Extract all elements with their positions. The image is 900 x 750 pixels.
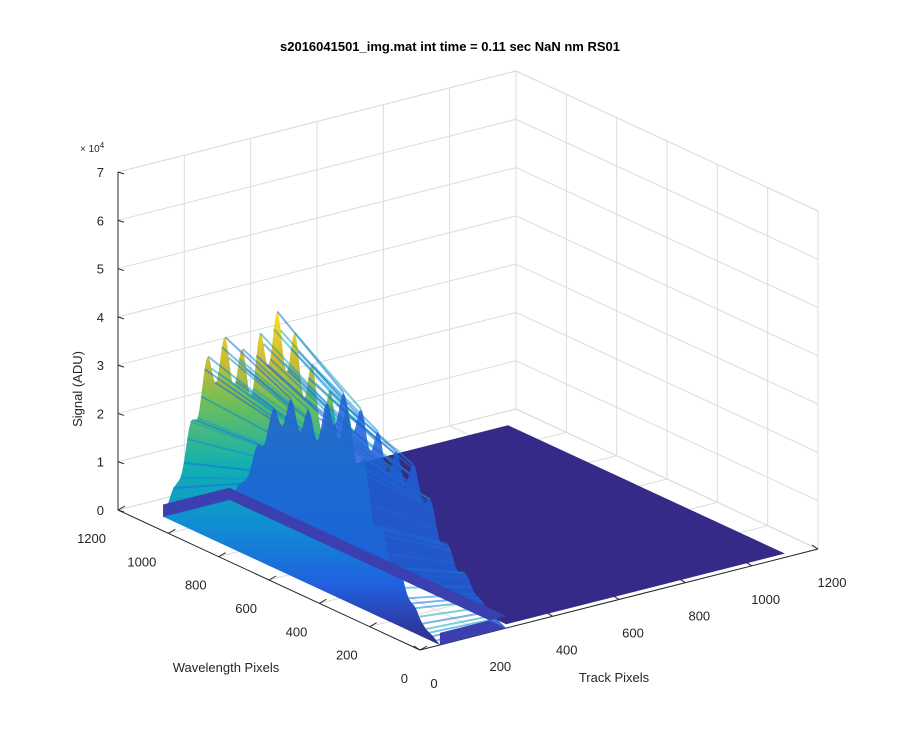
- surface-streak: [224, 336, 293, 401]
- z-tick-label: 1: [97, 455, 104, 470]
- y-tick-label: 200: [336, 648, 358, 663]
- axes-lines: [117, 171, 819, 651]
- svg-text:× 104: × 104: [80, 141, 105, 155]
- z-exponent-power: 4: [100, 141, 105, 150]
- surface-streak: [429, 617, 497, 634]
- y-tick-mark: [117, 505, 126, 511]
- z-tick-label: 4: [97, 310, 104, 325]
- x-tick-mark: [413, 645, 421, 651]
- surface-base-band: [163, 487, 507, 645]
- surface-streak: [173, 482, 240, 490]
- x-tick-label: 600: [622, 626, 644, 641]
- y-tick-mark: [268, 575, 277, 581]
- x-tick-label: 400: [556, 642, 578, 657]
- z-exponent: × 104: [80, 141, 105, 155]
- z-tick-label: 3: [97, 358, 104, 373]
- surface-streak: [187, 438, 254, 457]
- surface-streak: [266, 363, 334, 425]
- y-tick-mark: [419, 645, 428, 651]
- y-tick-label: 0: [401, 671, 408, 686]
- x-tick-label: 1000: [751, 592, 780, 607]
- z-tick-label: 6: [97, 213, 104, 228]
- z-tick-label: 5: [97, 262, 104, 277]
- y-tick-mark: [369, 622, 377, 628]
- x-tick-label: 200: [489, 659, 511, 674]
- x-tick-label: 0: [430, 676, 437, 691]
- x-tick-mark: [811, 544, 819, 550]
- y-tick-mark: [218, 552, 226, 558]
- z-axis-label: Signal (ADU): [70, 351, 85, 427]
- surface-streak: [293, 332, 362, 410]
- surface-streak: [193, 418, 261, 447]
- y-tick-label: 1000: [127, 554, 156, 569]
- surface-streak: [297, 350, 366, 422]
- x-tick-label: 1200: [818, 575, 847, 590]
- y-tick-label: 400: [286, 624, 308, 639]
- z-tick-label: 7: [97, 165, 104, 180]
- chart-title: s2016041501_img.mat int time = 0.11 sec …: [280, 39, 620, 54]
- surface-streak: [190, 420, 258, 447]
- y-tick-label: 600: [235, 601, 257, 616]
- surface-front-face: [229, 392, 507, 629]
- surface-streak: [214, 381, 282, 427]
- surface-streak: [176, 480, 244, 485]
- z-tick-label: 0: [97, 503, 104, 518]
- surface-streak: [183, 461, 251, 472]
- surface-streak: [180, 476, 247, 480]
- surface-streak: [241, 348, 310, 411]
- z-tick-mark: [117, 219, 125, 223]
- z-tick-mark: [117, 316, 125, 320]
- surface-streak: [228, 357, 296, 414]
- y-tick-mark: [319, 598, 327, 604]
- x-tick-label: 800: [688, 609, 710, 624]
- surface-streak: [425, 614, 493, 630]
- surface-streak: [207, 355, 276, 410]
- tick-labels: 0200400600800100012000200400600800100012…: [77, 165, 846, 691]
- surface-plot: [162, 310, 785, 645]
- z-exponent-base: × 10: [80, 144, 100, 155]
- y-tick-label: 1200: [77, 531, 106, 546]
- surface-streak: [204, 368, 272, 417]
- surface-streak: [200, 395, 268, 433]
- z-tick-mark: [117, 461, 125, 465]
- z-tick-mark: [117, 171, 125, 175]
- z-tick-mark: [117, 509, 125, 513]
- surface-streak: [197, 417, 265, 446]
- z-tick-label: 2: [97, 406, 104, 421]
- surface-streak: [245, 368, 314, 424]
- y-axis-label: Wavelength Pixels: [173, 660, 280, 675]
- z-tick-mark: [117, 268, 125, 272]
- y-tick-label: 800: [185, 578, 207, 593]
- surface-streak: [238, 358, 307, 417]
- z-tick-mark: [117, 364, 125, 368]
- x-axis-label: Track Pixels: [579, 670, 650, 685]
- y-tick-mark: [168, 528, 176, 534]
- z-tick-mark: [117, 412, 125, 416]
